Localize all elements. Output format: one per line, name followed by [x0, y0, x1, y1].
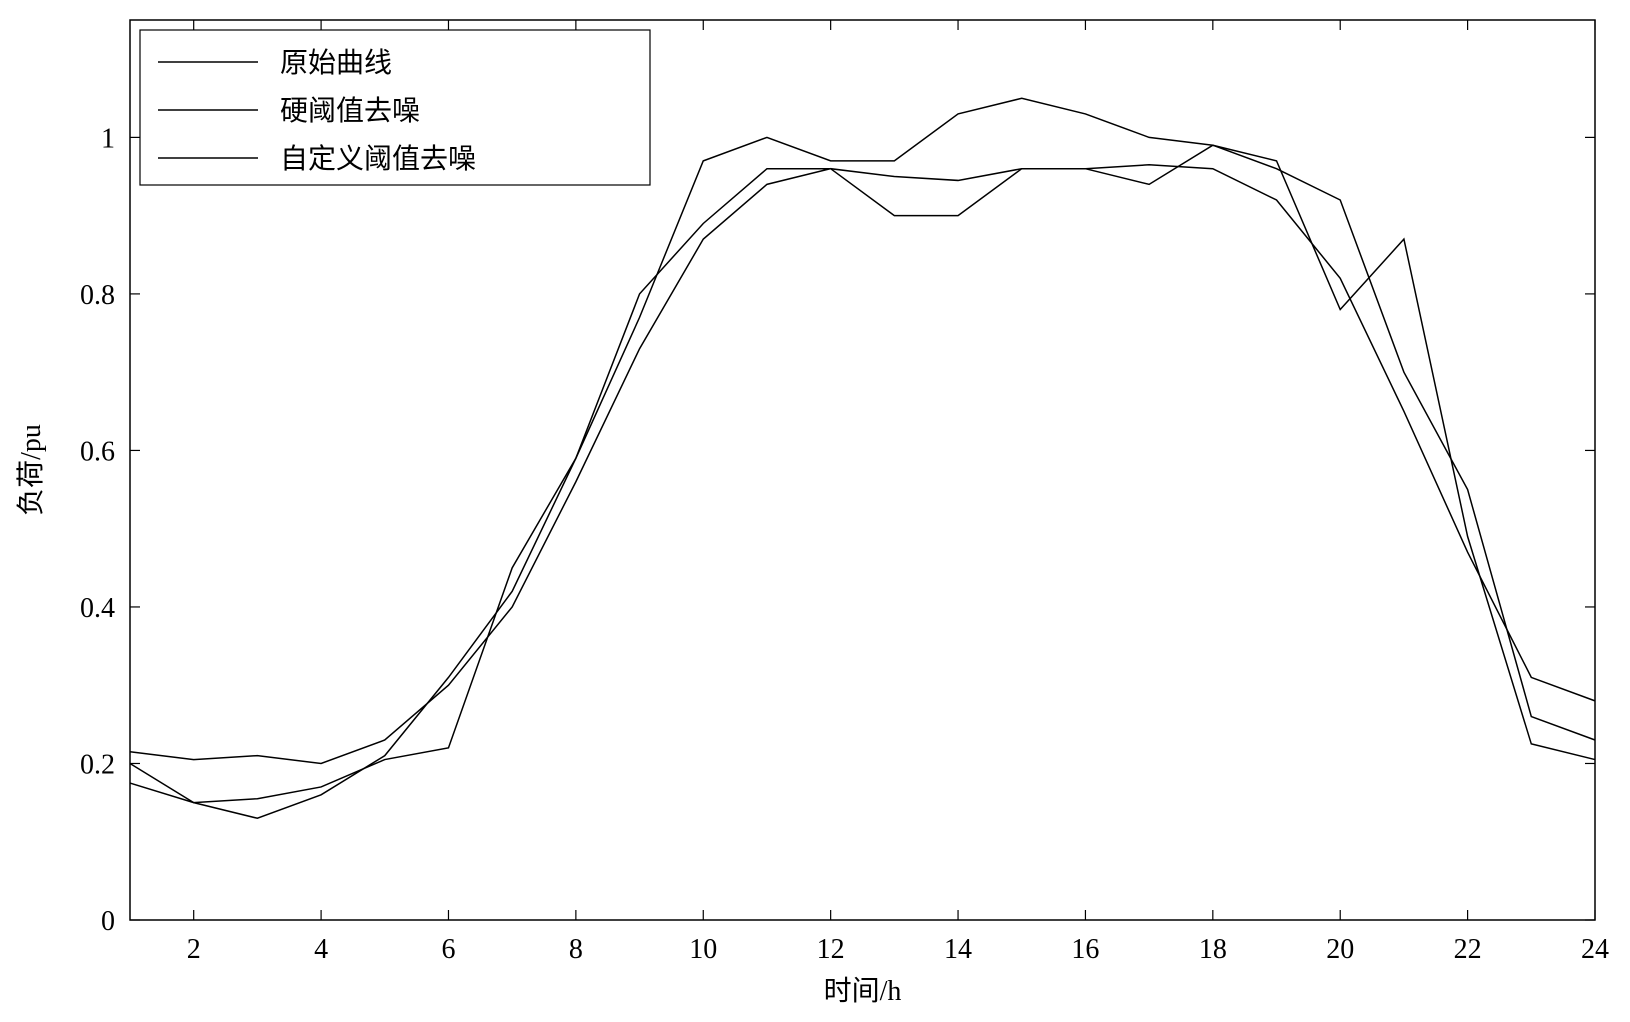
x-tick-label: 16	[1071, 934, 1099, 965]
x-tick-label: 2	[187, 934, 201, 965]
legend-label-1: 硬阈值去噪	[280, 95, 420, 127]
x-tick-label: 20	[1326, 934, 1354, 965]
legend-label-2: 自定义阈值去噪	[280, 143, 476, 175]
x-tick-label: 12	[817, 934, 845, 965]
x-tick-label: 14	[944, 934, 972, 965]
x-axis-label: 时间/h	[824, 975, 902, 1007]
x-tick-label: 18	[1199, 934, 1227, 965]
line-chart: 2468101214161820222400.20.40.60.81时间/h负荷…	[0, 0, 1630, 1022]
y-tick-label: 0.8	[80, 280, 115, 311]
y-tick-label: 0.4	[80, 593, 115, 624]
y-tick-label: 1	[101, 123, 115, 154]
legend-label-0: 原始曲线	[280, 47, 392, 79]
x-tick-label: 22	[1454, 934, 1482, 965]
y-tick-label: 0.2	[80, 749, 115, 780]
x-tick-label: 10	[689, 934, 717, 965]
x-tick-label: 6	[441, 934, 455, 965]
y-tick-label: 0.6	[80, 436, 115, 467]
x-tick-label: 24	[1581, 934, 1609, 965]
y-tick-label: 0	[101, 906, 115, 937]
y-axis-label: 负荷/pu	[15, 424, 47, 516]
x-tick-label: 4	[314, 934, 328, 965]
chart-container: 2468101214161820222400.20.40.60.81时间/h负荷…	[0, 0, 1630, 1022]
x-tick-label: 8	[569, 934, 583, 965]
